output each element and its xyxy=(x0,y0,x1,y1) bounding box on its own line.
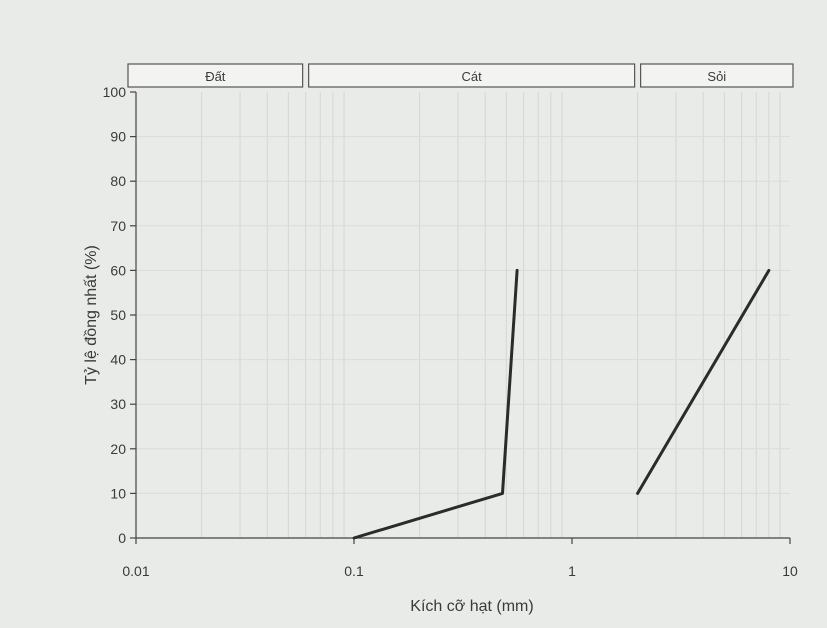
y-tick-label: 80 xyxy=(110,173,126,189)
series-line xyxy=(636,268,771,495)
background-grid xyxy=(136,92,790,538)
y-tick-label: 10 xyxy=(110,485,126,501)
x-tick-label: 0.01 xyxy=(122,563,149,579)
y-tick-label: 30 xyxy=(110,396,126,412)
series-line xyxy=(352,268,519,540)
y-tick-label: 90 xyxy=(110,129,126,145)
x-axis-label: Kích cỡ hạt (mm) xyxy=(410,598,533,615)
y-axis-label: Tỷ lệ đồng nhất (%) xyxy=(83,245,100,385)
x-tick-label: 1 xyxy=(568,563,576,579)
y-tick-label: 50 xyxy=(110,307,126,323)
band-label: Cát xyxy=(462,69,483,84)
band-box xyxy=(308,63,636,88)
band-label: Sỏi xyxy=(707,69,726,84)
y-tick-label: 60 xyxy=(110,262,126,278)
soil-bands: Đất Cát Sỏi xyxy=(127,63,794,88)
x-tick-label: 10 xyxy=(782,563,798,579)
y-tick-label: 0 xyxy=(118,530,126,546)
band-box xyxy=(640,63,794,88)
y-ticks: 0 10 20 30 40 50 60 70 80 90 100 xyxy=(103,84,136,546)
y-tick-label: 20 xyxy=(110,441,126,457)
y-tick-label: 40 xyxy=(110,352,126,368)
x-tick-label: 0.1 xyxy=(344,563,364,579)
band-box xyxy=(127,63,304,88)
series-lines xyxy=(352,268,771,540)
y-tick-label: 100 xyxy=(103,84,127,100)
y-tick-label: 70 xyxy=(110,218,126,234)
band-label: Đất xyxy=(205,69,226,84)
x-ticks: 0.01 0.1 1 10 xyxy=(122,538,798,579)
